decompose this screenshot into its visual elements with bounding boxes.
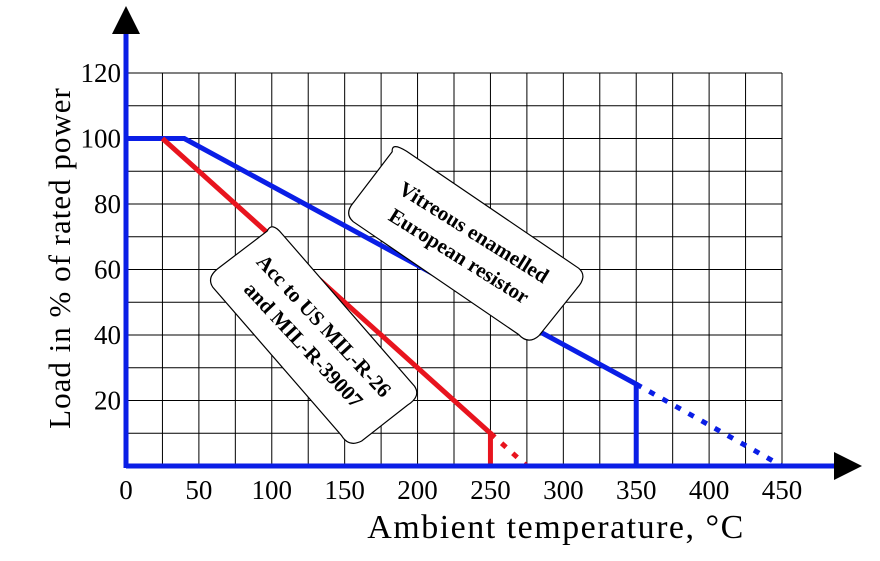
callout-european-bubble: [348, 146, 584, 341]
y-tick-labels: 20 40 60 80 100 120: [81, 58, 122, 416]
x-tick-label: 50: [185, 475, 212, 505]
axes: [112, 6, 862, 480]
x-tick-label: 450: [762, 475, 803, 505]
y-tick-label: 60: [94, 255, 121, 285]
series-mil-extrapolation: [488, 431, 529, 468]
series-european-extrapolation: [634, 381, 784, 469]
x-axis-arrow: [834, 452, 862, 480]
callouts: Vitreous enamelled European resistor Acc…: [209, 146, 584, 444]
x-tick-labels: 0 50 100 150 200 250 300 350 400 450: [119, 475, 802, 505]
x-tick-label: 0: [119, 475, 133, 505]
callout-mil: Acc to US MIL-R-26 and MIL-R-39007: [209, 226, 418, 444]
x-tick-label: 200: [397, 475, 438, 505]
x-axis-label: Ambient temperature, °C: [367, 509, 745, 546]
y-axis-arrow: [112, 6, 140, 34]
x-tick-label: 150: [324, 475, 365, 505]
y-tick-label: 80: [94, 189, 121, 219]
callout-mil-bubble: [209, 226, 418, 444]
x-tick-label: 100: [252, 475, 293, 505]
x-tick-label: 300: [543, 475, 584, 505]
y-tick-label: 120: [81, 58, 122, 88]
x-tick-label: 400: [689, 475, 730, 505]
y-tick-label: 40: [94, 320, 121, 350]
y-axis-label: Load in % of rated power: [42, 87, 77, 429]
y-tick-label: 100: [81, 124, 122, 154]
x-tick-label: 350: [616, 475, 657, 505]
y-tick-label: 20: [94, 386, 121, 416]
x-tick-label: 250: [470, 475, 511, 505]
